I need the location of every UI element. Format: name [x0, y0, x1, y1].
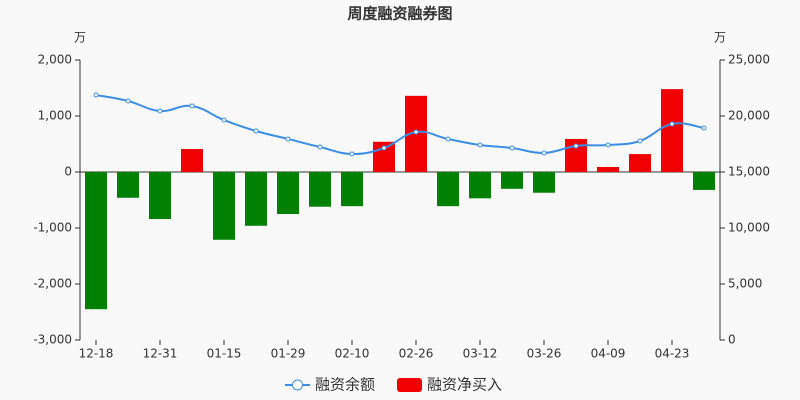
line-point [477, 142, 483, 148]
line-point [701, 125, 707, 131]
y-tick-label: 0 [64, 165, 72, 179]
bar [533, 172, 555, 193]
line-point [93, 92, 99, 98]
line-point [381, 145, 387, 151]
line-point [573, 143, 579, 149]
y2-tick-label: 10,000 [728, 221, 770, 235]
bar [245, 172, 267, 226]
y2-tick-label: 15,000 [728, 165, 770, 179]
line-point [317, 144, 323, 150]
bar [693, 172, 715, 190]
legend-label: 融资净买入 [427, 376, 502, 394]
bar [341, 172, 363, 207]
line [95, 94, 705, 155]
x-tick-label: 01-29 [271, 347, 306, 361]
bar [469, 172, 491, 199]
legend-swatch [397, 378, 422, 392]
y-tick-label: 1,000 [38, 109, 72, 123]
line-point [253, 128, 259, 134]
x-tick-label: 01-15 [207, 347, 242, 361]
x-tick-label: 02-26 [399, 347, 434, 361]
x-tick-label: 03-12 [463, 347, 498, 361]
bar [85, 172, 107, 310]
bar [501, 172, 523, 189]
line-point [157, 108, 163, 114]
y2-tick-label: 0 [728, 333, 736, 347]
y2-unit: 万 [714, 31, 726, 45]
y-tick-label: -2,000 [33, 277, 72, 291]
y-tick-label: -3,000 [33, 333, 72, 347]
x-tick-label: 03-26 [527, 347, 562, 361]
x-tick-label: 12-18 [79, 347, 114, 361]
bar [149, 172, 171, 220]
y-tick-label: 2,000 [38, 53, 72, 67]
x-tick-label: 04-09 [591, 347, 626, 361]
line-point [349, 151, 355, 157]
bar [437, 172, 459, 207]
chart-title: 周度融资融券图 [347, 5, 452, 23]
bar [117, 172, 139, 198]
line-point [637, 138, 643, 144]
bar [277, 172, 299, 214]
line-point [605, 142, 611, 148]
line-point [189, 103, 195, 109]
line-point [445, 136, 451, 142]
x-tick-label: 02-10 [335, 347, 370, 361]
y-tick-label: -1,000 [33, 221, 72, 235]
bar [181, 149, 203, 172]
line-point [541, 150, 547, 156]
x-tick-label: 12-31 [143, 347, 178, 361]
line-point [509, 145, 515, 151]
legend-label: 融资余额 [315, 376, 375, 394]
x-tick-label: 04-23 [655, 347, 690, 361]
line-point [285, 136, 291, 142]
bar [213, 172, 235, 240]
line-point [221, 117, 227, 123]
bar [597, 166, 619, 172]
bar [309, 172, 331, 207]
y2-tick-label: 20,000 [728, 109, 770, 123]
legend-marker [292, 379, 303, 391]
y-unit: 万 [74, 31, 86, 45]
line-point [125, 98, 131, 104]
y2-tick-label: 5,000 [728, 277, 762, 291]
line-point [413, 129, 419, 135]
line-point [669, 121, 675, 127]
y2-tick-label: 25,000 [728, 53, 770, 67]
bar [661, 89, 683, 172]
bar [629, 154, 651, 172]
